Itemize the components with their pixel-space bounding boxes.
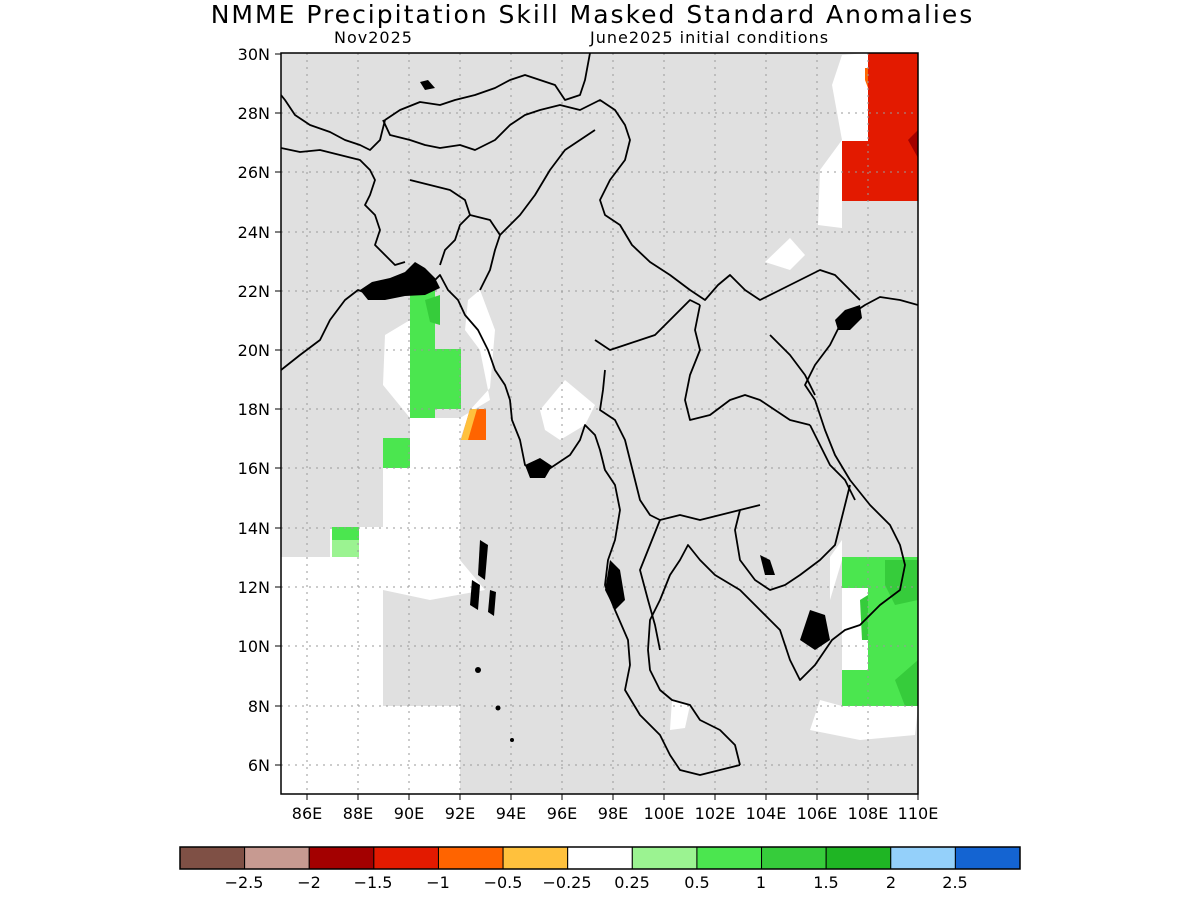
lon-label: 92E [445,804,475,823]
colorbar-swatch [373,846,439,870]
negative-anomaly-cell [461,409,486,440]
initial-conditions: June2025 initial conditions [590,28,830,47]
lon-label: 110E [898,804,939,823]
lat-label: 12N [238,578,270,597]
colorbar-frame [179,846,1021,870]
lat-label: 10N [238,637,270,656]
colorbar-swatch [825,846,892,870]
masked-region [281,53,918,794]
lat-label: 30N [238,45,270,64]
map-area [281,53,918,794]
coastlines [281,53,918,776]
lon-label: 88E [343,804,373,823]
colorbar [179,846,1021,870]
lat-label: 16N [238,459,270,478]
colorbar-swatch [567,846,633,870]
lon-tick-marks [306,794,919,800]
lon-label: 98E [598,804,628,823]
lon-label: 100E [644,804,685,823]
colorbar-label: −1 [426,873,450,892]
lat-label: 22N [238,282,270,301]
lon-label: 104E [746,804,787,823]
colorbar-swatch [761,846,827,870]
positive-anomaly-bay-of-bengal [332,290,461,557]
lat-label: 20N [238,341,270,360]
colorbar-labels: −2.5 −2 −1.5 −1 −0.5 −0.25 0.25 0.5 1 1.… [225,873,968,892]
positive-anomaly-south-china-sea [842,557,918,706]
colorbar-label: −0.5 [484,873,523,892]
colorbar-swatch [631,846,698,870]
lat-tick-marks [275,53,281,766]
map-frame [280,52,919,795]
colorbar-label: −0.25 [542,873,591,892]
lat-label: 18N [238,400,270,419]
lon-label: 108E [848,804,889,823]
colorbar-swatch [437,846,504,870]
colorbar-label: 0.5 [684,873,709,892]
colorbar-label: −2.5 [225,873,264,892]
colorbar-swatch [890,846,956,870]
lat-labels: 30N 28N 26N 24N 22N 20N 18N 16N 14N 12N … [238,45,270,775]
colorbar-swatch [502,846,569,870]
lon-label: 90E [394,804,424,823]
colorbar-label: 2.5 [942,873,967,892]
lon-label: 102E [695,804,736,823]
lat-label: 28N [238,104,270,123]
forecast-month: Nov2025 [334,28,413,47]
colorbar-label: 0.25 [614,873,650,892]
lon-label: 106E [797,804,838,823]
colorbar-label: −2 [297,873,321,892]
lat-label: 26N [238,163,270,182]
colorbar-swatch [244,846,310,870]
colorbar-label: 2 [886,873,896,892]
lon-labels: 86E 88E 90E 92E 94E 96E 98E 100E 102E 10… [292,804,939,823]
lat-label: 14N [238,519,270,538]
colorbar-label: −1.5 [354,873,393,892]
colorbar-swatch [696,846,763,870]
colorbar-swatch [308,846,375,870]
lon-label: 94E [496,804,526,823]
lat-label: 6N [248,756,270,775]
colorbar-swatch [179,846,246,870]
lon-label: 96E [547,804,577,823]
negative-anomaly-ne [842,53,918,201]
delta-and-islands [360,80,862,742]
colorbar-label: 1.5 [813,873,838,892]
lat-label: 24N [238,223,270,242]
lat-label: 8N [248,697,270,716]
map-title: NMME Precipitation Skill Masked Standard… [210,0,975,29]
lon-label: 86E [292,804,322,823]
colorbar-label: 1 [756,873,766,892]
colorbar-swatch [954,846,1021,870]
